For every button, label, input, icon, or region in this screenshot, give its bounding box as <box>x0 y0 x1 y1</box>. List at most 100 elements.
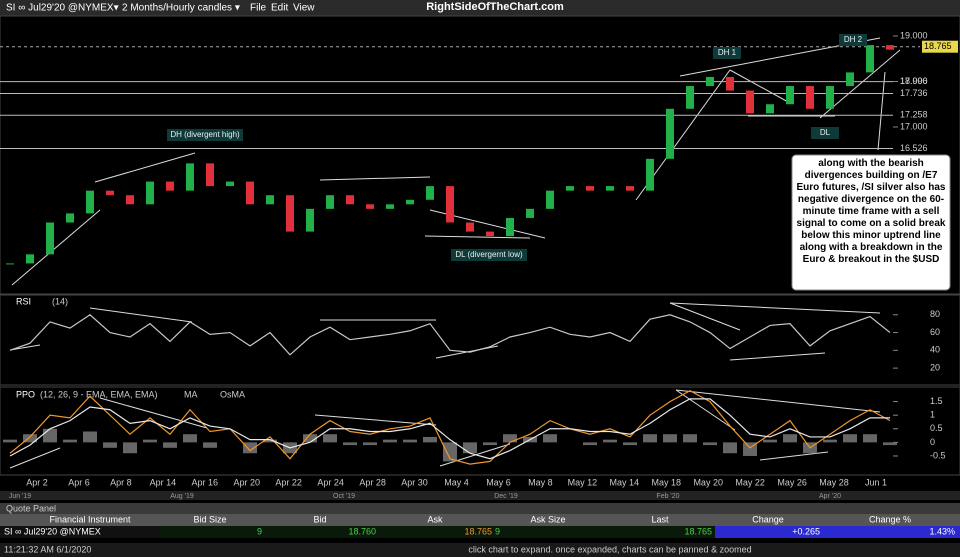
candle <box>826 86 834 109</box>
candle <box>266 195 274 205</box>
x-tick-label: Apr 20 <box>233 477 260 487</box>
candle <box>6 263 14 265</box>
osma-bar <box>83 431 97 443</box>
rsi-line <box>9 314 891 356</box>
osma-bar <box>143 439 157 443</box>
x-tick-label: Apr 28 <box>359 477 386 487</box>
osma-bar <box>383 439 397 443</box>
osma-bar <box>623 442 637 446</box>
osma-bar <box>203 442 217 448</box>
candle <box>286 195 294 232</box>
y-tick-label: 40 <box>930 345 940 355</box>
osma-bar <box>263 439 277 443</box>
annotation: DL (divergernt low) <box>455 250 523 259</box>
candle <box>586 186 594 191</box>
ppo-line <box>9 398 890 460</box>
x-tick-label: Apr 6 <box>68 477 90 487</box>
candle <box>566 186 574 191</box>
y-tick-label: 18.000 <box>900 76 928 86</box>
annotation-box <box>839 34 867 46</box>
x-tick-label: May 12 <box>568 477 598 487</box>
candle <box>766 104 774 114</box>
quote-header: Ask <box>427 514 443 524</box>
x-tick-label: Apr 14 <box>150 477 177 487</box>
candle <box>466 222 474 232</box>
quote-cells <box>160 526 715 538</box>
candle <box>26 254 34 264</box>
scroll-label: Apr '20 <box>819 493 841 500</box>
x-tick-label: Apr 30 <box>401 477 428 487</box>
status-hint: click chart to expand. once expanded, ch… <box>468 544 751 554</box>
osma-bar <box>443 442 457 462</box>
x-tick-label: May 18 <box>651 477 681 487</box>
x-tick-label: Apr 22 <box>275 477 302 487</box>
osma-bar <box>783 434 797 443</box>
quote-title-bar <box>0 503 960 514</box>
y-tick-label: 0 <box>930 437 935 447</box>
osma-bar <box>503 434 517 443</box>
level-label: 16.526 <box>900 143 928 153</box>
legend-entry: MA <box>184 389 198 399</box>
osma-bar <box>703 442 717 446</box>
last-label: 18.765 <box>924 41 952 51</box>
candle <box>206 163 214 187</box>
quote-cell: 1.43% <box>929 526 955 536</box>
osma-bar <box>243 442 257 454</box>
toolbar <box>0 0 960 16</box>
osma-bar <box>343 442 357 446</box>
interval[interactable]: 2 Months/Hourly candles ▾ <box>122 3 240 14</box>
candle <box>726 76 734 91</box>
candle <box>526 208 534 218</box>
quote-cell: 9 <box>495 526 500 536</box>
osma-bar <box>363 442 377 446</box>
x-tick-label: May 20 <box>693 477 723 487</box>
candle <box>686 86 694 109</box>
candle <box>66 213 74 223</box>
scroll-label: Dec '19 <box>494 493 518 500</box>
ppo-panel <box>0 386 960 476</box>
last-tag <box>922 40 958 53</box>
osma-bar <box>883 442 897 446</box>
y-tick-label: 80 <box>930 309 940 319</box>
x-tick-label: Jun 1 <box>865 477 887 487</box>
osma-bar <box>683 434 697 443</box>
annotation-box <box>451 249 527 261</box>
osma-bar <box>183 434 197 443</box>
level-label: 17.996 <box>900 76 928 86</box>
scroll-label: Oct '19 <box>333 493 355 500</box>
candle <box>606 186 614 191</box>
y-tick-label: -0.5 <box>930 450 946 460</box>
candle <box>886 45 894 50</box>
callout: along with the bearish divergences build… <box>797 158 946 265</box>
quote-header: Bid <box>313 514 326 524</box>
x-tick-label: Apr 2 <box>26 477 48 487</box>
osma-bar <box>403 439 417 443</box>
menu[interactable]: File <box>250 3 267 14</box>
annotation-box <box>167 129 243 141</box>
quote-cell: 18.760 <box>348 526 376 536</box>
x-tick-label: Apr 24 <box>317 477 344 487</box>
osma-bar <box>843 434 857 443</box>
panel-title: PPO <box>16 389 35 399</box>
annotation: DH 2 <box>844 35 863 44</box>
x-tick-label: May 26 <box>777 477 807 487</box>
y-tick-label: 17.000 <box>900 121 928 131</box>
candle <box>666 108 674 159</box>
quote-cell: +0.265 <box>792 526 820 536</box>
level-label: 17.736 <box>900 88 928 98</box>
menu[interactable]: View <box>293 3 315 14</box>
osma-bar <box>3 439 17 443</box>
candle <box>146 181 154 205</box>
symbol[interactable]: SI ∞ Jul29'20 @NYMEX▾ <box>6 3 119 14</box>
x-tick-label: May 4 <box>444 477 469 487</box>
candle <box>386 204 394 209</box>
panel-param: (12, 26, 9 - EMA, EMA, EMA) <box>40 389 158 399</box>
osma-bar <box>643 434 657 443</box>
rsi-panel <box>0 294 960 386</box>
quote-cell: 18.765 <box>684 526 712 536</box>
osma-bar <box>603 439 617 443</box>
change-cell <box>715 526 960 538</box>
scroll-label: Aug '19 <box>170 493 194 500</box>
menu[interactable]: Edit <box>271 3 288 14</box>
